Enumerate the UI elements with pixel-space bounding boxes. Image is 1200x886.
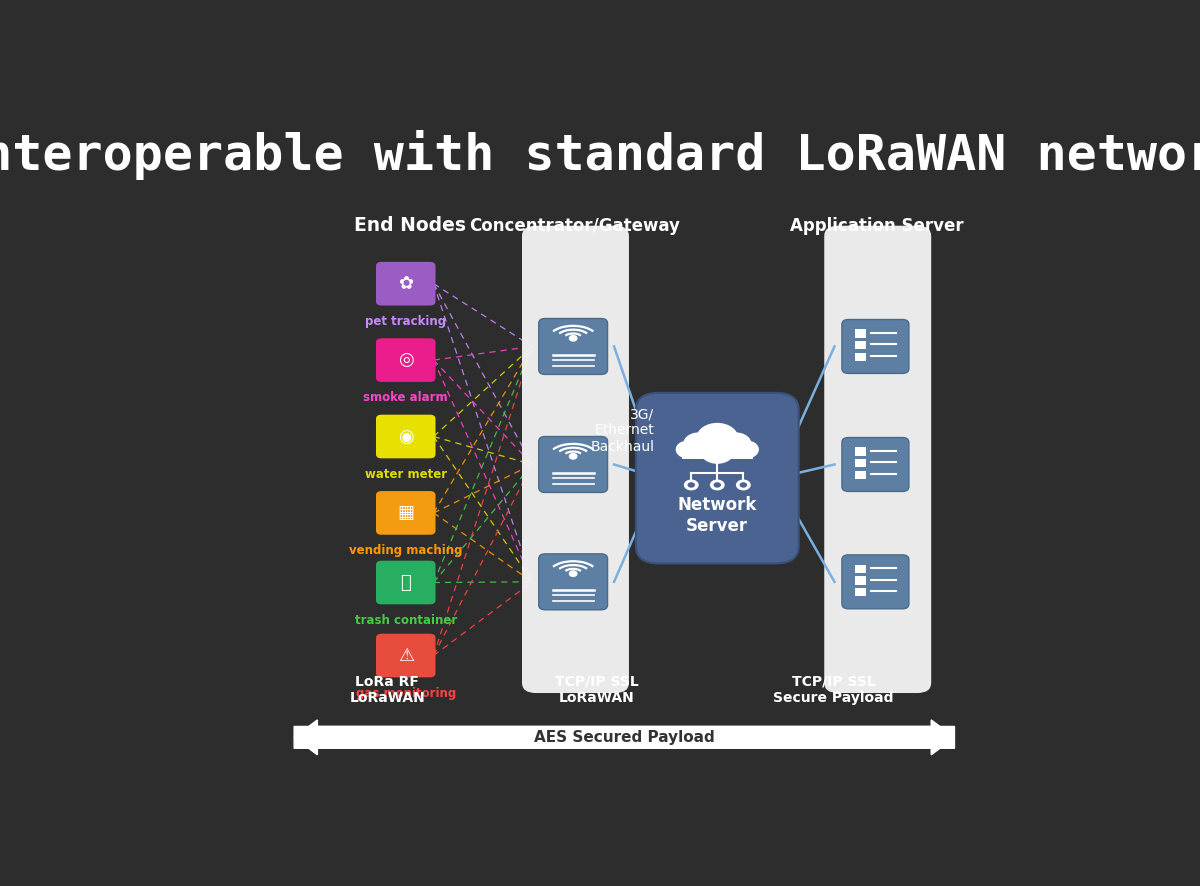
Circle shape: [697, 424, 738, 454]
FancyBboxPatch shape: [824, 226, 931, 693]
FancyBboxPatch shape: [376, 262, 436, 306]
Text: water meter: water meter: [365, 468, 446, 481]
FancyBboxPatch shape: [522, 226, 629, 693]
Text: Network
Server: Network Server: [678, 496, 757, 535]
FancyBboxPatch shape: [636, 392, 799, 563]
Circle shape: [736, 479, 751, 491]
FancyBboxPatch shape: [376, 491, 436, 535]
Text: ✿: ✿: [398, 275, 413, 292]
Text: End Nodes: End Nodes: [354, 216, 467, 235]
FancyBboxPatch shape: [539, 437, 607, 493]
Circle shape: [714, 482, 721, 487]
Text: vending maching: vending maching: [349, 544, 462, 557]
Text: 3G/
Ethernet
Backhaul: 3G/ Ethernet Backhaul: [590, 408, 654, 454]
FancyBboxPatch shape: [854, 330, 866, 338]
Text: TCP/IP SSL
LoRaWAN: TCP/IP SSL LoRaWAN: [554, 674, 638, 704]
FancyArrow shape: [294, 720, 954, 755]
Text: Application Server: Application Server: [791, 217, 964, 235]
Circle shape: [677, 441, 698, 458]
FancyBboxPatch shape: [842, 555, 908, 609]
FancyBboxPatch shape: [854, 588, 866, 596]
FancyBboxPatch shape: [854, 353, 866, 361]
Text: trash container: trash container: [355, 614, 457, 627]
FancyArrow shape: [294, 720, 954, 755]
Text: Interoperable with standard LoRaWAN networks: Interoperable with standard LoRaWAN netw…: [0, 130, 1200, 181]
Text: gas monitoring: gas monitoring: [355, 687, 456, 700]
Circle shape: [710, 479, 725, 491]
FancyBboxPatch shape: [539, 554, 607, 610]
FancyBboxPatch shape: [854, 577, 866, 585]
FancyBboxPatch shape: [539, 318, 607, 375]
FancyBboxPatch shape: [854, 447, 866, 455]
FancyBboxPatch shape: [854, 470, 866, 478]
Text: ◎: ◎: [398, 351, 414, 369]
Text: TCP/IP SSL
Secure Payload: TCP/IP SSL Secure Payload: [773, 674, 894, 704]
Text: ⚠: ⚠: [397, 647, 414, 664]
FancyBboxPatch shape: [376, 415, 436, 458]
Circle shape: [736, 441, 758, 458]
FancyBboxPatch shape: [682, 447, 752, 459]
FancyBboxPatch shape: [376, 561, 436, 604]
Circle shape: [739, 482, 748, 487]
Circle shape: [721, 433, 751, 455]
FancyBboxPatch shape: [854, 341, 866, 349]
Circle shape: [684, 479, 698, 491]
Text: pet tracking: pet tracking: [365, 315, 446, 328]
Text: Concentrator/Gateway: Concentrator/Gateway: [469, 217, 680, 235]
FancyBboxPatch shape: [376, 338, 436, 382]
FancyBboxPatch shape: [854, 564, 866, 573]
Circle shape: [684, 433, 714, 455]
Text: ◉: ◉: [398, 428, 414, 446]
Circle shape: [570, 571, 577, 577]
FancyBboxPatch shape: [842, 320, 908, 373]
Circle shape: [688, 482, 695, 487]
Circle shape: [570, 336, 577, 341]
FancyBboxPatch shape: [376, 633, 436, 677]
Circle shape: [701, 439, 734, 463]
Text: smoke alarm: smoke alarm: [364, 392, 448, 405]
FancyBboxPatch shape: [842, 438, 908, 492]
FancyBboxPatch shape: [854, 459, 866, 467]
Text: ▦: ▦: [397, 504, 414, 522]
Text: AES Secured Payload: AES Secured Payload: [534, 730, 715, 745]
Text: LoRa RF
LoRaWAN: LoRa RF LoRaWAN: [349, 674, 425, 704]
Text: 🗑: 🗑: [401, 573, 412, 592]
Circle shape: [570, 454, 577, 459]
